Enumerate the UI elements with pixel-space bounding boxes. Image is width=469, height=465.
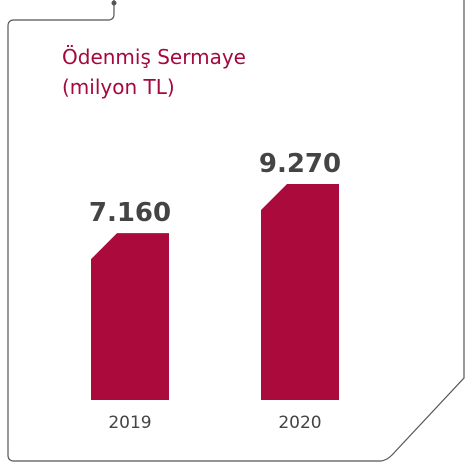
bar-2020	[261, 184, 339, 400]
category-label-2019: 2019	[108, 413, 151, 433]
data-label-2019: 7.160	[89, 198, 171, 228]
category-label-2020: 2020	[278, 413, 321, 433]
data-label-2020: 9.270	[259, 149, 341, 179]
chart-subtitle: (milyon TL)	[62, 75, 175, 99]
chart-frame	[7, 0, 465, 462]
frame-end-dot	[111, 0, 117, 6]
bar-2019	[91, 233, 169, 400]
chart-title: Ödenmiş Sermaye	[62, 45, 246, 69]
